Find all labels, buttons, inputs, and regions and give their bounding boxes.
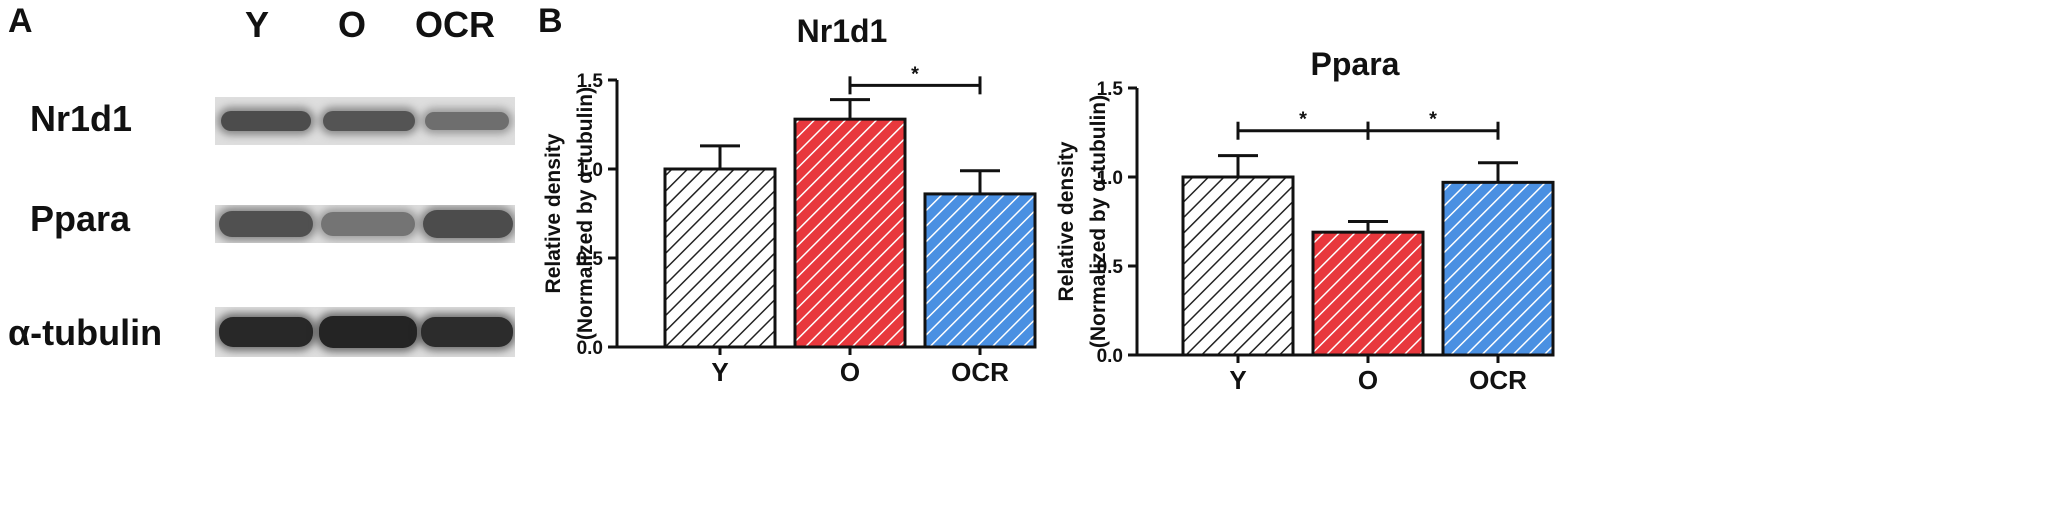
blot-strip-ppara — [215, 205, 515, 243]
ppara-y-tick-label: 0.5 — [1097, 257, 1124, 278]
ppara-x-tick-label-y: Y — [1229, 365, 1246, 395]
ppara-significance-label: * — [1299, 109, 1307, 131]
ppara-y-tick-label: 1.0 — [1097, 168, 1123, 189]
ppara-y-axis-label: Relative density — [1055, 141, 1078, 301]
nr1d1-bar-y — [663, 167, 777, 349]
ppara-bar-y — [1181, 175, 1295, 357]
western-band — [319, 316, 417, 348]
ppara-y-axis-label-sub: (Normalized by α-tubulin) — [1087, 95, 1110, 348]
blot-strip-nr1d1 — [215, 97, 515, 145]
western-band — [423, 210, 513, 238]
western-band — [323, 111, 415, 131]
western-band — [219, 211, 313, 237]
ppara-y-tick-label: 0.0 — [1097, 346, 1123, 367]
nr1d1-chart-title: Nr1d1 — [797, 13, 888, 49]
blot-label-tubulin: α-tubulin — [8, 312, 163, 353]
ppara-bar-ocr — [1441, 180, 1555, 357]
lane-label-y: Y — [244, 4, 269, 45]
ppara-bar-o — [1311, 230, 1425, 357]
nr1d1-y-axis-label-sub: (Normalized by α-tubulin) — [574, 87, 597, 340]
western-band — [221, 111, 311, 131]
nr1d1-bar-o — [793, 117, 907, 349]
western-band — [321, 212, 415, 236]
nr1d1-y-tick-label: 0.5 — [577, 249, 604, 270]
western-band — [425, 112, 509, 130]
nr1d1-x-tick-label-ocr: OCR — [951, 357, 1009, 387]
lane-label-o: O — [337, 4, 366, 45]
panel-b-letter: B — [538, 2, 563, 40]
ppara-x-tick-label-o: O — [1358, 365, 1378, 395]
nr1d1-significance-label: * — [911, 63, 919, 85]
blot-label-nr1d1: Nr1d1 — [30, 98, 133, 139]
lane-label-ocr: OCR — [415, 4, 495, 45]
nr1d1-y-tick-label: 1.5 — [577, 71, 604, 92]
nr1d1-x-tick-label-y: Y — [711, 357, 728, 387]
ppara-significance-label: * — [1429, 109, 1437, 131]
ppara-x-tick-label-ocr: OCR — [1469, 365, 1527, 395]
panel-a-letter: A — [8, 2, 33, 40]
western-band — [219, 317, 313, 347]
ppara-y-tick-label: 1.5 — [1097, 79, 1124, 100]
nr1d1-bar-ocr — [923, 192, 1037, 349]
western-band — [421, 317, 513, 347]
ppara-chart-title: Ppara — [1311, 46, 1400, 82]
nr1d1-y-axis-label: Relative density — [542, 133, 565, 293]
nr1d1-y-tick-label: 0.0 — [577, 338, 603, 359]
blot-strip-tubulin — [215, 307, 515, 357]
nr1d1-x-tick-label-o: O — [840, 357, 860, 387]
blot-label-ppara: Ppara — [30, 198, 131, 239]
nr1d1-y-tick-label: 1.0 — [577, 160, 603, 181]
